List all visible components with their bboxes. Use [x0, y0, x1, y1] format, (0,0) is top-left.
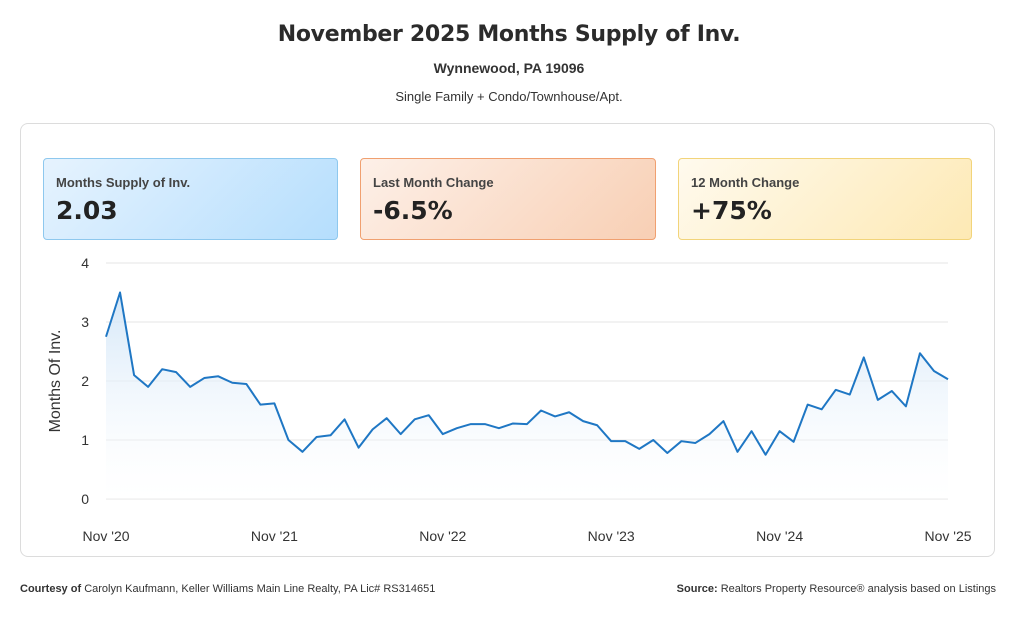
- data-point: [160, 367, 164, 371]
- data-point: [483, 422, 487, 426]
- data-point: [118, 291, 122, 295]
- data-point: [553, 414, 557, 418]
- last-month-change-label: Last Month Change: [373, 175, 494, 190]
- data-point: [651, 438, 655, 442]
- twelve-month-change-card: 12 Month Change +75%: [678, 158, 972, 240]
- twelve-month-change-label: 12 Month Change: [691, 175, 800, 190]
- y-tick-label: 0: [81, 491, 89, 507]
- data-point: [539, 409, 543, 413]
- data-point: [806, 403, 810, 407]
- x-axis-ticks: Nov '20 Nov '21 Nov '22 Nov '23 Nov '24 Nov '…: [82, 528, 971, 544]
- source-label: Source:: [676, 583, 718, 595]
- data-point: [230, 381, 234, 385]
- data-point: [427, 413, 431, 417]
- data-point: [216, 374, 220, 378]
- data-point: [637, 447, 641, 451]
- data-point: [258, 403, 262, 407]
- data-point: [693, 441, 697, 445]
- data-point: [567, 410, 571, 414]
- twelve-month-change-value: +75%: [691, 196, 772, 225]
- source-footer: Source: Realtors Property Resource® anal…: [677, 583, 996, 595]
- data-point: [286, 438, 290, 442]
- data-point: [764, 453, 768, 457]
- data-point: [778, 429, 782, 433]
- data-point: [455, 426, 459, 430]
- x-tick-label: Nov '20: [82, 528, 129, 544]
- y-tick-label: 1: [81, 432, 89, 448]
- data-point: [609, 439, 613, 443]
- courtesy-label: Courtesy of: [20, 583, 82, 595]
- x-tick-label: Nov '21: [251, 528, 298, 544]
- data-point: [315, 435, 319, 439]
- data-point: [146, 385, 150, 389]
- data-point: [904, 404, 908, 408]
- last-month-change-card: Last Month Change -6.5%: [360, 158, 656, 240]
- data-point: [707, 432, 711, 436]
- courtesy-text: Carolyn Kaufmann, Keller Williams Main L…: [84, 583, 436, 595]
- data-point: [174, 370, 178, 374]
- data-point: [750, 429, 754, 433]
- data-point: [244, 382, 248, 386]
- data-point: [329, 433, 333, 437]
- location-subtitle: Wynnewood, PA 19096: [433, 60, 585, 76]
- data-point: [132, 373, 136, 377]
- last-month-change-value: -6.5%: [373, 196, 453, 225]
- y-tick-label: 3: [81, 314, 89, 330]
- data-point: [736, 450, 740, 454]
- data-point: [848, 393, 852, 397]
- data-point: [413, 417, 417, 421]
- data-point: [357, 446, 361, 450]
- series-area: [106, 292, 948, 499]
- months-supply-card: Months Supply of Inv. 2.03: [43, 158, 338, 240]
- data-point: [679, 439, 683, 443]
- data-point: [441, 432, 445, 436]
- data-point: [469, 422, 473, 426]
- data-point: [497, 426, 501, 430]
- source-text: Realtors Property Resource® analysis bas…: [720, 583, 996, 595]
- data-point: [918, 351, 922, 355]
- y-axis-label: Months Of Inv.: [47, 330, 64, 433]
- y-tick-label: 4: [81, 255, 89, 271]
- x-tick-label: Nov '23: [588, 528, 635, 544]
- courtesy-footer: Courtesy of Carolyn Kaufmann, Keller Wil…: [20, 583, 435, 595]
- data-point: [862, 355, 866, 359]
- property-types-subtitle: Single Family + Condo/Townhouse/Apt.: [395, 89, 623, 104]
- data-point: [525, 422, 529, 426]
- y-tick-label: 2: [81, 373, 89, 389]
- x-tick-label: Nov '24: [756, 528, 803, 544]
- months-supply-value: 2.03: [56, 196, 118, 225]
- data-point: [581, 419, 585, 423]
- data-point: [104, 335, 108, 339]
- data-point: [385, 416, 389, 420]
- data-point: [623, 439, 627, 443]
- data-point: [792, 440, 796, 444]
- page-title: November 2025 Months Supply of Inv.: [277, 22, 741, 47]
- series-line: [105, 291, 949, 456]
- data-point: [399, 432, 403, 436]
- x-tick-label: Nov '25: [924, 528, 971, 544]
- data-point: [188, 385, 192, 389]
- data-point: [595, 423, 599, 427]
- data-point: [721, 419, 725, 423]
- data-point: [946, 377, 950, 381]
- data-point: [272, 401, 276, 405]
- data-point: [820, 407, 824, 411]
- data-point: [511, 421, 515, 425]
- y-axis-ticks: 0 1 2 3 4: [81, 255, 89, 507]
- data-point: [202, 376, 206, 380]
- data-point: [834, 388, 838, 392]
- data-point: [665, 451, 669, 455]
- data-point: [300, 450, 304, 454]
- data-point: [343, 417, 347, 421]
- x-tick-label: Nov '22: [419, 528, 466, 544]
- months-supply-label: Months Supply of Inv.: [56, 175, 191, 190]
- data-point: [371, 427, 375, 431]
- data-point: [890, 389, 894, 393]
- data-point: [932, 369, 936, 373]
- data-point: [876, 398, 880, 402]
